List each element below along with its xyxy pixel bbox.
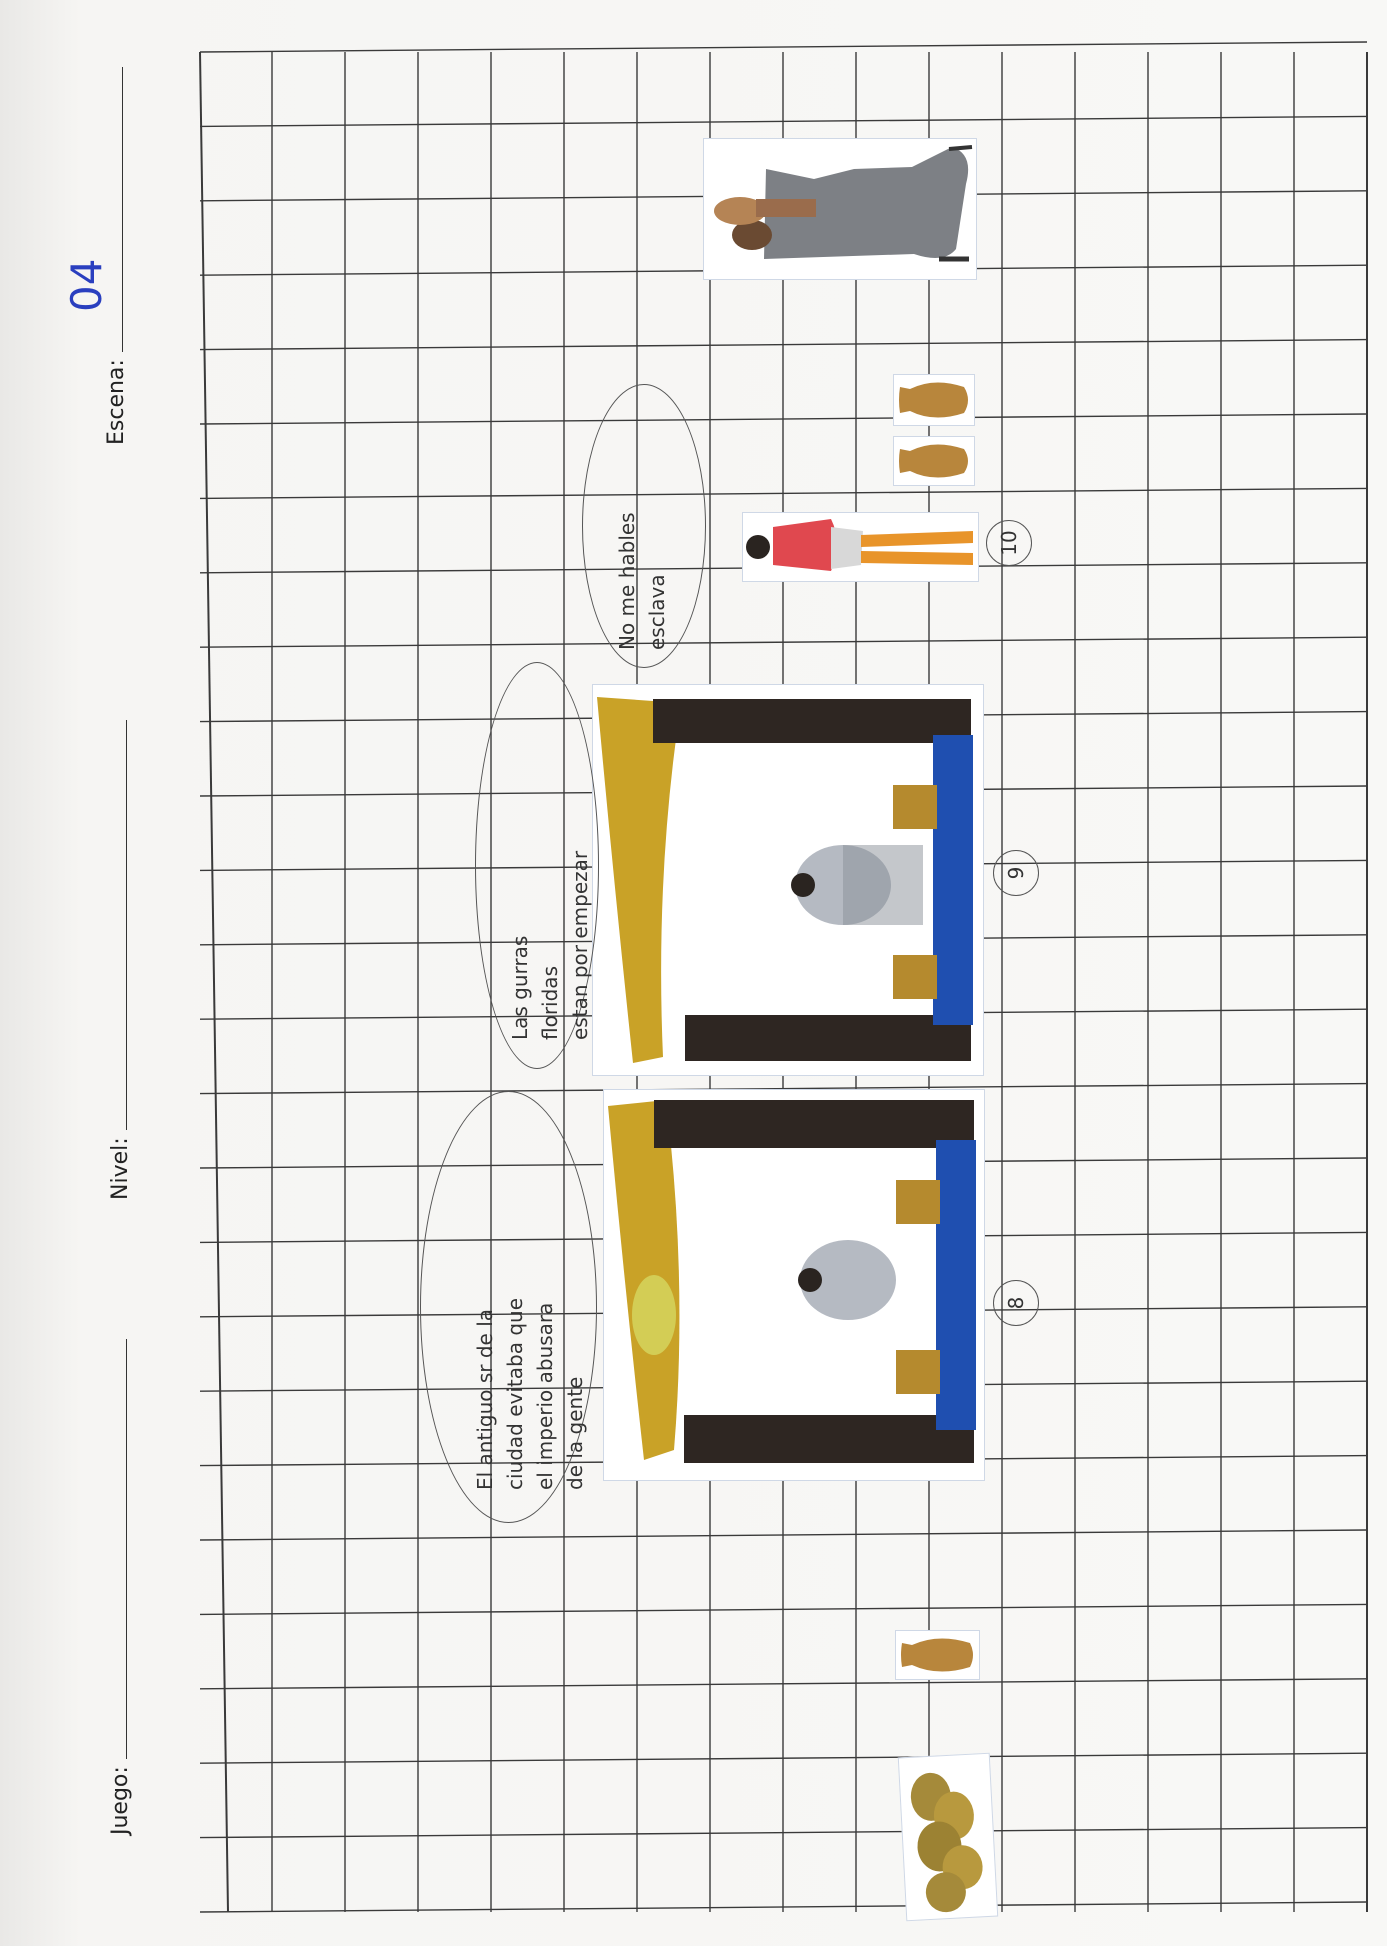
escena-value: 04 (62, 258, 111, 312)
speech-line: estan por empezar (568, 850, 592, 1040)
panel-8-image[interactable] (603, 1089, 985, 1481)
vase-cutout-c[interactable] (895, 1630, 980, 1680)
panel-9-image[interactable] (592, 684, 984, 1076)
bread-cutout[interactable] (897, 1752, 999, 1922)
speech-bubble-10 (582, 384, 706, 668)
woman-carrying-jar-icon (714, 145, 973, 262)
juego-field: Juego: (108, 1339, 133, 1835)
nivel-blank[interactable] (126, 720, 127, 1131)
speech-line: El antiguo sr de la (473, 1308, 497, 1490)
man-red-tunic-icon (746, 519, 973, 571)
temple-interior-icon (608, 1100, 976, 1463)
grid-line (199, 1603, 1368, 1616)
grid-line (199, 1752, 1368, 1764)
speech-line: el imperio abusara (533, 1302, 557, 1490)
grid-line (199, 1826, 1368, 1839)
grid-line (199, 636, 1368, 648)
speech-line: floridas (538, 966, 562, 1040)
vase-cutout-b[interactable] (893, 436, 975, 486)
man-cutout[interactable] (742, 512, 979, 582)
temple-interior-icon (597, 697, 973, 1063)
vase-icon (899, 444, 968, 478)
speech-line: Las gurras (508, 935, 532, 1040)
grid-line (199, 487, 1368, 500)
escena-field: Escena: (104, 67, 129, 445)
vase-icon (901, 1638, 973, 1672)
vase-icon (899, 382, 968, 418)
speech-bubble-9 (475, 662, 599, 1069)
panel-number-10: 10 (986, 520, 1032, 566)
speech-bubble-8 (420, 1091, 597, 1523)
juego-label: Juego: (108, 1766, 133, 1835)
grid-line (199, 115, 1368, 128)
escena-blank[interactable] (122, 67, 123, 353)
grid-line (199, 338, 1368, 351)
speech-text-10: No me hables esclava (612, 512, 672, 650)
speech-line: esclava (645, 574, 669, 650)
grid-line (199, 413, 1368, 425)
nivel-field: Nivel: (108, 720, 133, 1200)
speech-line: No me hables (615, 512, 639, 650)
grid-line (199, 1082, 1368, 1095)
speech-line: ciudad evitaba que (503, 1297, 527, 1490)
woman-cutout[interactable] (703, 138, 977, 280)
nivel-label: Nivel: (108, 1137, 133, 1200)
grid-line (199, 41, 1368, 53)
speech-text-8: El antiguo sr de la ciudad evitaba que e… (470, 1298, 590, 1490)
panel-number-8: 8 (993, 1280, 1039, 1326)
grid-line (199, 51, 229, 1913)
panel-number-9: 9 (993, 850, 1039, 896)
vase-cutout-a[interactable] (893, 374, 975, 426)
speech-line: de la gente (563, 1376, 587, 1490)
bread-basket-icon (910, 1772, 983, 1913)
grid-line (199, 1901, 1368, 1913)
escena-label: Escena: (104, 359, 129, 445)
grid-line (199, 1529, 1368, 1541)
grid-line (199, 1678, 1368, 1690)
speech-text-9: Las gurras floridas estan por empezar (505, 851, 595, 1040)
juego-blank[interactable] (126, 1339, 127, 1760)
